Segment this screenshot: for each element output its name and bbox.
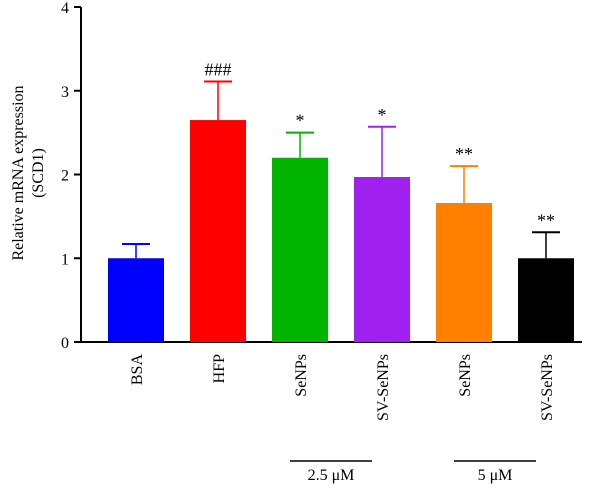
bar <box>108 258 164 342</box>
significance-label: ** <box>455 144 473 164</box>
category-labels: BSA HFP SeNPs SV-SeNPs SeNPs SV-SeNPs <box>129 354 556 421</box>
y-axis-title: Relative mRNA expression (SCD1) <box>10 85 47 260</box>
y-axis: 0 1 2 3 4 <box>61 0 82 352</box>
y-tick-label: 0 <box>61 335 69 352</box>
error-bars <box>122 80 560 259</box>
category-label: BSA <box>129 354 146 386</box>
significance-labels: ###* ***** <box>205 60 556 231</box>
y-axis-title-line1: Relative mRNA expression <box>10 85 27 260</box>
y-tick-label: 2 <box>61 168 69 185</box>
bars <box>108 120 574 342</box>
y-tick-label: 3 <box>61 84 69 101</box>
group-labels: 2.5 μM 5 μM <box>290 460 536 484</box>
category-label: SV-SeNPs <box>375 354 392 421</box>
significance-label: ### <box>205 60 232 80</box>
group-label: 2.5 μM <box>308 467 355 484</box>
y-tick-label: 1 <box>61 251 69 268</box>
bar <box>354 177 410 342</box>
bar <box>518 258 574 342</box>
significance-label: * <box>296 111 305 131</box>
bar <box>272 157 328 342</box>
category-label: HFP <box>211 354 228 383</box>
group-label: 5 μM <box>478 467 513 484</box>
bar <box>436 202 492 342</box>
category-label: SeNPs <box>457 354 474 397</box>
bar <box>190 120 246 342</box>
y-tick-label: 4 <box>61 0 69 17</box>
significance-label: * <box>378 105 387 125</box>
y-axis-title-line2: (SCD1) <box>30 148 47 198</box>
significance-label: ** <box>537 210 555 230</box>
category-label: SV-SeNPs <box>539 354 556 421</box>
category-label: SeNPs <box>293 354 310 397</box>
